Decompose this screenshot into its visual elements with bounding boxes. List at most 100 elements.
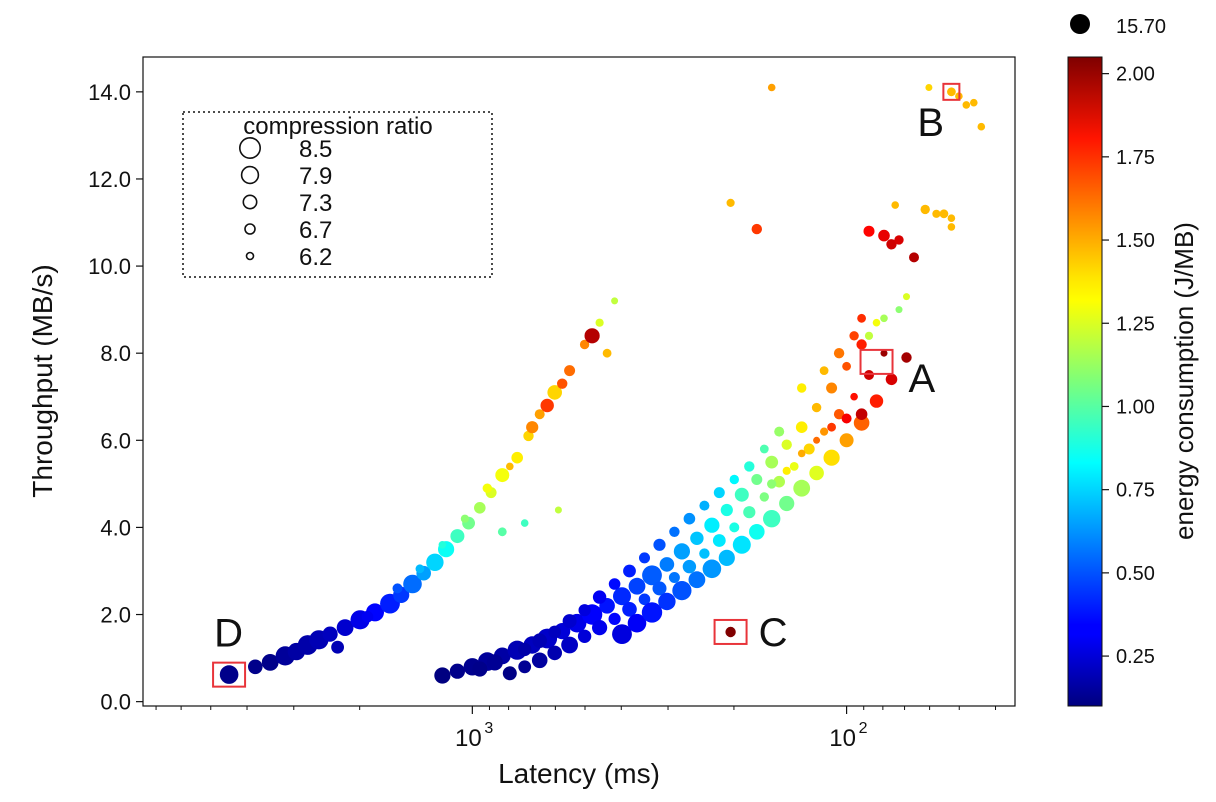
- data-point: [628, 577, 646, 595]
- annotations-layer: A B C D: [212, 82, 961, 688]
- data-point: [789, 462, 799, 471]
- data-point: [895, 306, 903, 314]
- data-point: [813, 436, 821, 444]
- data-point: [869, 394, 884, 408]
- colorbar-tick-label: 1.00: [1116, 396, 1155, 418]
- data-point: [720, 503, 733, 517]
- data-point: [219, 665, 239, 684]
- data-point: [562, 614, 577, 629]
- data-point: [894, 235, 904, 245]
- data-point: [699, 500, 710, 511]
- data-point: [759, 444, 769, 454]
- data-point: [612, 624, 632, 644]
- legend-marker: [239, 137, 262, 160]
- data-point: [669, 526, 680, 537]
- data-point: [653, 538, 666, 551]
- data-point: [734, 487, 749, 502]
- data-point: [970, 98, 978, 107]
- data-point: [639, 552, 650, 564]
- data-point: [925, 84, 933, 91]
- data-point: [641, 602, 663, 623]
- data-point: [450, 529, 465, 544]
- data-point: [702, 559, 722, 579]
- data-point: [497, 527, 507, 537]
- data-point: [526, 421, 539, 434]
- legend: compression ratio 8.57.97.36.76.2: [182, 111, 493, 278]
- x-tick-label-exponent: 2: [859, 720, 868, 737]
- annotation-box-b: [942, 82, 961, 101]
- colorbar-ticks: 0.25 0.50 0.75 1.00 1.25 1.50 1.75 2.00: [1102, 64, 1155, 668]
- data-point: [547, 385, 562, 400]
- y-tick-label: 8.0: [100, 341, 131, 366]
- legend-entry-label: 6.7: [299, 217, 332, 244]
- data-point: [767, 83, 776, 92]
- data-point: [403, 574, 422, 594]
- data-point: [584, 328, 600, 344]
- data-point: [682, 559, 697, 574]
- data-point: [819, 366, 829, 375]
- data-point: [426, 553, 444, 571]
- data-point: [833, 348, 845, 359]
- data-point: [803, 443, 815, 455]
- data-point: [939, 209, 949, 219]
- data-point: [947, 214, 956, 222]
- data-point: [841, 413, 852, 424]
- data-point: [782, 466, 791, 475]
- data-point: [690, 531, 704, 545]
- legend-entries: 8.57.97.36.76.2: [239, 136, 332, 271]
- data-point: [531, 652, 548, 669]
- data-point: [518, 642, 532, 657]
- data-point: [579, 339, 590, 350]
- data-point: [623, 564, 636, 578]
- legend-marker: [240, 165, 260, 185]
- colorbar: 0.25 0.50 0.75 1.00 1.25 1.50 1.75 2.00 energy …: [1067, 14, 1199, 707]
- data-point: [713, 487, 725, 499]
- y-axis-ticks: 0.0 2.0 4.0 6.0 8.0 10.0 12.0 14.0: [88, 80, 143, 715]
- data-point: [909, 252, 919, 263]
- data-point: [759, 492, 769, 502]
- annotation-box-a: [859, 348, 894, 375]
- colorbar-tick-label: 1.25: [1116, 313, 1155, 335]
- data-point: [683, 512, 696, 525]
- data-point: [331, 640, 344, 654]
- data-point: [511, 451, 523, 464]
- y-tick-label: 6.0: [100, 428, 131, 453]
- legend-entry-label: 6.2: [299, 244, 332, 271]
- annotation-box-d: [212, 661, 247, 688]
- data-point: [595, 318, 604, 327]
- data-point: [793, 479, 811, 497]
- data-point: [261, 654, 279, 671]
- data-point: [564, 365, 576, 377]
- data-point: [886, 239, 897, 250]
- data-point: [659, 557, 675, 572]
- data-point: [520, 519, 529, 527]
- data-point: [578, 604, 591, 617]
- data-point: [726, 198, 735, 207]
- data-point: [863, 225, 875, 237]
- data-point: [880, 349, 888, 357]
- data-point: [751, 223, 762, 235]
- data-point: [434, 667, 451, 684]
- data-point: [729, 522, 740, 533]
- annotation-label-d: D: [214, 612, 243, 656]
- data-point: [932, 209, 941, 218]
- series-3: [726, 83, 986, 263]
- data-point: [622, 602, 637, 617]
- plot-frame: [142, 56, 1016, 707]
- data-point: [839, 433, 854, 448]
- data-point: [797, 449, 806, 458]
- data-point: [361, 610, 374, 623]
- legend-entry-label: 7.9: [299, 163, 332, 190]
- legend-marker: [242, 194, 258, 210]
- data-point: [947, 223, 956, 231]
- data-point: [482, 483, 492, 493]
- colorbar-tick-label: 1.75: [1116, 147, 1155, 169]
- colorbar-tick-label: 0.75: [1116, 480, 1155, 502]
- data-point: [901, 352, 912, 363]
- data-point: [592, 620, 608, 636]
- data-point: [523, 430, 534, 442]
- data-point: [608, 578, 621, 590]
- data-point: [872, 318, 881, 327]
- legend-marker: [245, 251, 255, 261]
